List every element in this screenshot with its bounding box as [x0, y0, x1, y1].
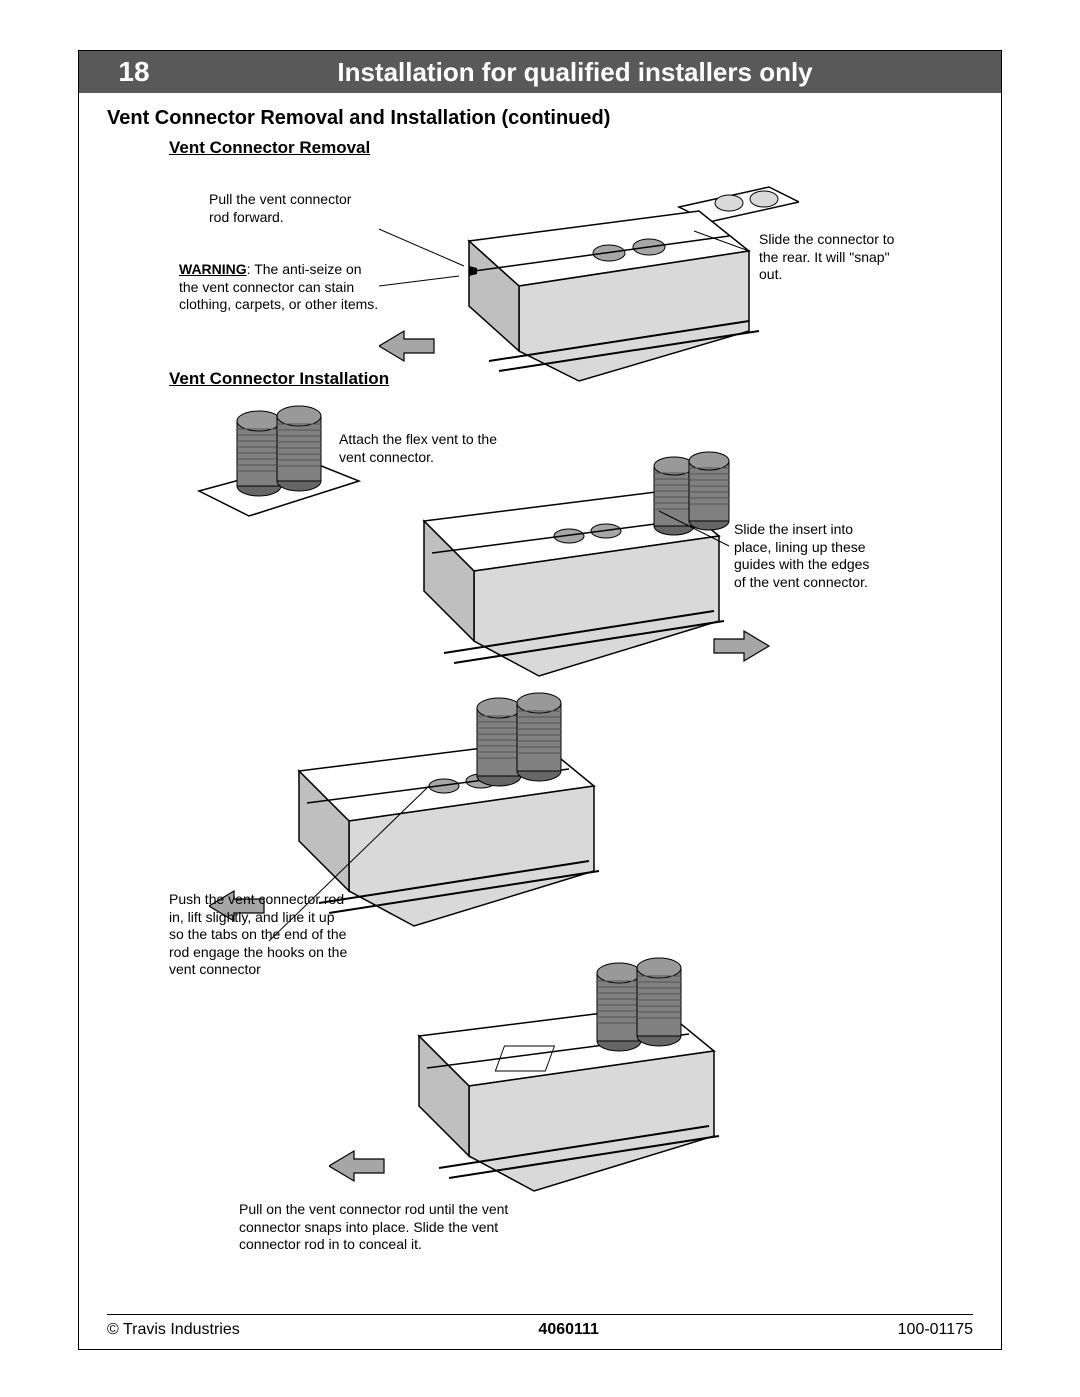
arrow-right-icon [714, 631, 769, 661]
illustration-install-3 [329, 956, 769, 1216]
header-title: Installation for qualified installers on… [189, 57, 1001, 88]
footer: © Travis Industries 4060111 100-01175 [107, 1314, 973, 1339]
header-bar: 18 Installation for qualified installers… [79, 51, 1001, 93]
callout-pull-snap: Pull on the vent connector rod until the… [239, 1201, 559, 1254]
section-title: Vent Connector Removal and Installation … [107, 107, 1001, 130]
footer-right: 100-01175 [898, 1321, 973, 1339]
subheading-installation: Vent Connector Installation [169, 369, 389, 389]
warning-label: WARNING [179, 261, 247, 277]
callout-warning: WARNING: The anti-seize on the vent conn… [179, 261, 379, 314]
callout-slide-rear: Slide the connector to the rear. It will… [759, 231, 899, 284]
callout-pull-rod: Pull the vent connector rod forward. [209, 191, 369, 226]
illustration-install-1 [334, 451, 774, 706]
illustration-removal [379, 181, 799, 396]
footer-center: 4060111 [538, 1321, 599, 1339]
callout-push-rod: Push the vent connector rod in, lift sli… [169, 891, 349, 979]
footer-left: © Travis Industries [107, 1321, 240, 1339]
page-frame: 18 Installation for qualified installers… [78, 50, 1002, 1350]
arrow-left-icon [329, 1151, 384, 1181]
diagram-area: Pull the vent connector rod forward. WAR… [79, 171, 1001, 1299]
page-number: 18 [79, 56, 189, 88]
subheading-removal: Vent Connector Removal [169, 138, 1001, 158]
arrow-left-icon [379, 331, 434, 361]
callout-slide-insert: Slide the insert into place, lining up t… [734, 521, 884, 591]
